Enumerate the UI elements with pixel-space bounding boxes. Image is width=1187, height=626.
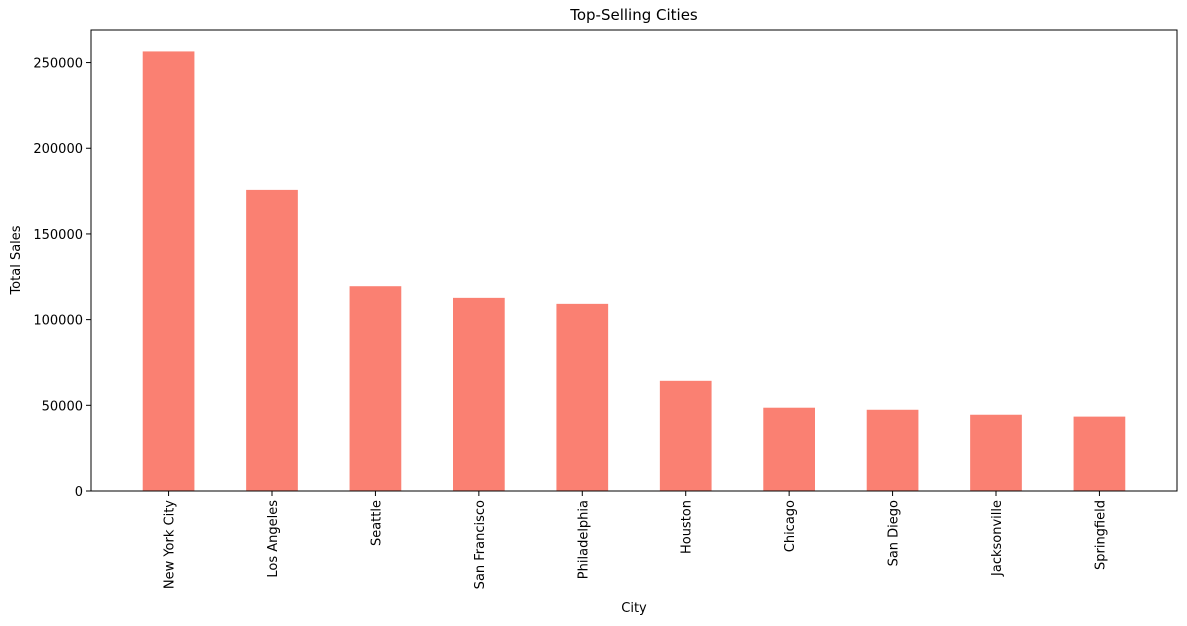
bar-philadelphia	[556, 303, 609, 491]
plot-frame	[90, 29, 1178, 492]
bar-jacksonville	[970, 414, 1022, 491]
bar-chicago	[763, 407, 815, 491]
x-tick-label-new-york-city: New York City	[163, 500, 178, 589]
chart-title: Top-Selling Cities	[569, 6, 698, 24]
x-tick-label-los-angeles: Los Angeles	[266, 500, 281, 578]
x-tick-label-san-francisco: San Francisco	[473, 500, 488, 589]
bar-los-angeles	[246, 189, 298, 491]
x-tick-label-san-diego: San Diego	[887, 500, 902, 566]
x-tick-label-houston: Houston	[680, 500, 695, 554]
y-tick-label-150000: 150000	[33, 228, 83, 243]
y-tick-label-0: 0	[75, 485, 83, 500]
y-tick-label-200000: 200000	[33, 142, 83, 157]
y-tick-label-100000: 100000	[33, 314, 83, 329]
y-tick-label-50000: 50000	[42, 399, 83, 414]
y-axis: 0 50000 100000 150000 200000 250000	[33, 57, 91, 500]
x-tick-label-chicago: Chicago	[783, 500, 798, 552]
bar-san-diego	[866, 409, 919, 491]
x-tick-label-seattle: Seattle	[369, 500, 384, 546]
y-tick-label-250000: 250000	[33, 57, 83, 72]
bar-san-francisco	[453, 297, 505, 491]
bar-new-york-city	[142, 51, 195, 492]
bar-houston	[659, 380, 712, 491]
bars-group	[142, 51, 1126, 492]
x-axis: New York City Los Angeles Seattle San Franc…	[163, 491, 1108, 589]
x-tick-label-springfield: Springfield	[1093, 500, 1108, 570]
x-tick-label-philadelphia: Philadelphia	[576, 500, 591, 579]
x-tick-label-jacksonville: Jacksonville	[990, 500, 1005, 577]
x-axis-label: City	[621, 601, 647, 616]
y-axis-label: Total Sales	[9, 225, 24, 295]
bar-springfield	[1073, 416, 1126, 491]
bar-seattle	[349, 286, 402, 491]
